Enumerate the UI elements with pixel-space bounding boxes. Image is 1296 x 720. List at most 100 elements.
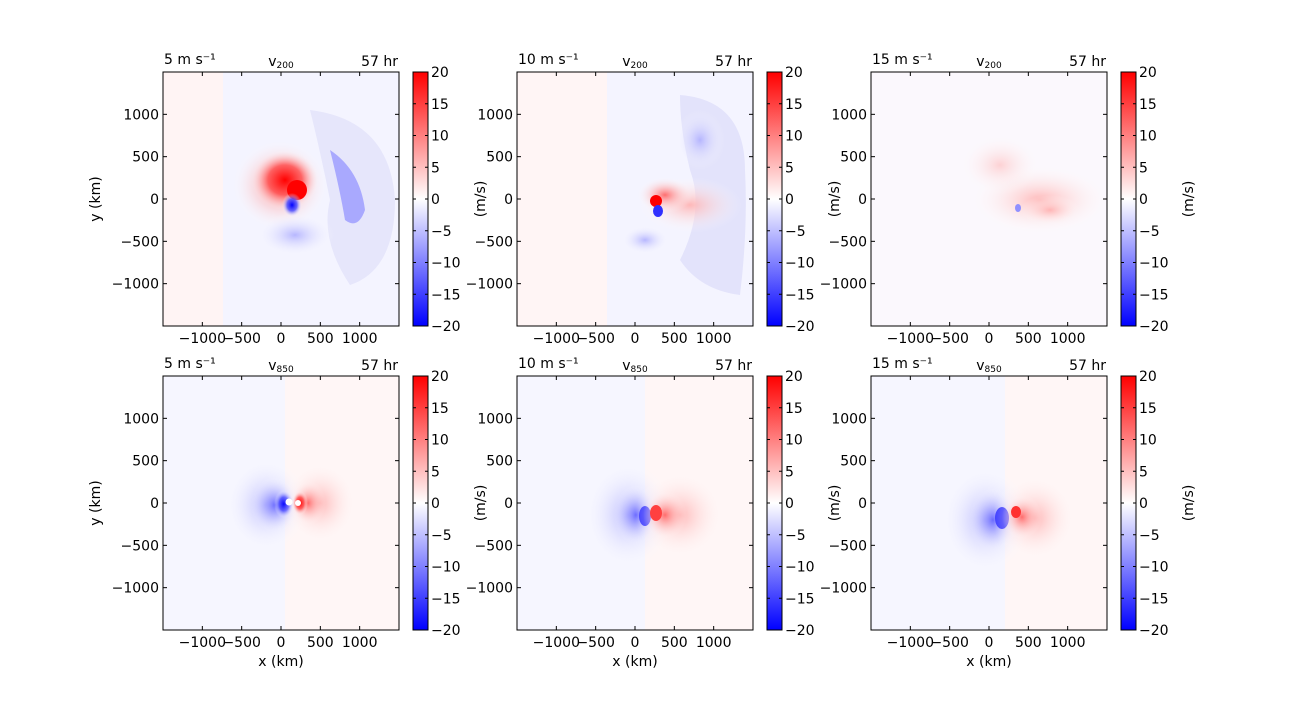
- y-tick-label-r0c2: 500: [840, 150, 867, 166]
- y-tick-label-r1c0: −1000: [112, 581, 159, 597]
- x-axis-label-r1c1: x (km): [612, 654, 657, 670]
- colorbar-tick-label-r1c1: 15: [785, 401, 803, 417]
- x-tick-label-r0c2: −1000: [887, 331, 934, 347]
- colorbar-tick-label-r1c0: −20: [431, 623, 461, 639]
- colorbar-tick-label-r1c1: 10: [785, 433, 803, 449]
- colorbar-tick-label-r1c2: −5: [1139, 528, 1160, 544]
- y-tick-label-r0c0: 1000: [123, 107, 159, 123]
- x-tick-label-r0c2: −500: [930, 331, 968, 347]
- panel-center-title-r1c0: v850: [268, 358, 294, 375]
- colorbar-tick-label-r1c0: 0: [431, 496, 440, 512]
- x-tick-label-r0c1: 0: [631, 331, 640, 347]
- y-tick-label-r1c0: 1000: [123, 411, 159, 427]
- colorbar-tick-label-r0c2: 15: [1139, 97, 1157, 113]
- colorbar-tick-label-r1c2: 15: [1139, 401, 1157, 417]
- y-tick-label-r0c1: 1000: [477, 107, 513, 123]
- colorbar-tick-label-r0c0: −5: [431, 224, 452, 240]
- colorbar-tick-label-r0c2: −5: [1139, 224, 1160, 240]
- colorbar-tick-label-r1c0: 5: [431, 464, 440, 480]
- colorbar-tick-label-r1c0: 10: [431, 433, 449, 449]
- colorbar-tick-label-r1c0: 15: [431, 401, 449, 417]
- colorbar-tick-label-r0c2: 5: [1139, 160, 1148, 176]
- panel-right-title-r0c0: 57 hr: [361, 54, 398, 70]
- y-tick-label-r0c1: 500: [486, 150, 513, 166]
- colorbar-tick-label-r0c0: −10: [431, 256, 461, 272]
- colorbar-tick-label-r1c2: 5: [1139, 464, 1148, 480]
- panel-right-title-r0c1: 57 hr: [715, 54, 752, 70]
- colorbar-tick-label-r1c0: −5: [431, 528, 452, 544]
- x-tick-label-r0c1: 500: [661, 331, 688, 347]
- colorbar-tick-label-r0c0: 10: [431, 129, 449, 145]
- y-tick-label-r1c0: −500: [121, 538, 159, 554]
- colorbar-unit-label-r0c2: (m/s): [1181, 181, 1197, 218]
- x-tick-label-r1c2: 0: [985, 635, 994, 651]
- x-tick-label-r0c2: 500: [1015, 331, 1042, 347]
- colorbar-tick-label-r0c1: −10: [785, 256, 815, 272]
- x-tick-label-r1c1: 0: [631, 635, 640, 651]
- heatmap-field-r0c1: [517, 72, 753, 326]
- y-tick-label-r1c2: −500: [829, 538, 867, 554]
- colorbar-tick-label-r0c0: 5: [431, 160, 440, 176]
- colorbar-tick-label-r0c2: −10: [1139, 256, 1169, 272]
- colorbar-tick-label-r0c2: −15: [1139, 287, 1169, 303]
- y-tick-label-r0c0: −500: [121, 234, 159, 250]
- colorbar-tick-label-r0c0: −20: [431, 319, 461, 335]
- panel-center-title-r1c1: v850: [622, 358, 648, 375]
- y-tick-label-r0c0: 500: [132, 150, 159, 166]
- y-tick-label-r1c2: 1000: [831, 411, 867, 427]
- y-tick-label-r1c1: 0: [504, 496, 513, 512]
- y-tick-label-r1c0: 0: [150, 496, 159, 512]
- y-axis-label-r1c0: y (km): [88, 480, 104, 525]
- y-axis-label-r0c0: y (km): [88, 176, 104, 221]
- x-tick-label-r0c0: 0: [277, 331, 286, 347]
- colorbar-tick-label-r0c1: 15: [785, 97, 803, 113]
- panel-left-title-r0c2: 15 m s⁻¹: [872, 52, 933, 68]
- colorbar-tick-label-r1c0: −15: [431, 591, 461, 607]
- colorbar-unit-label-r1c0: (m/s): [473, 485, 489, 522]
- x-tick-label-r1c0: −500: [222, 635, 260, 651]
- y-tick-label-r0c1: −1000: [466, 277, 513, 293]
- heatmap-field-r0c0: [163, 72, 399, 326]
- colorbar-tick-label-r0c1: −5: [785, 224, 806, 240]
- y-tick-label-r0c2: −1000: [820, 277, 867, 293]
- colorbar-tick-label-r1c2: −20: [1139, 623, 1169, 639]
- x-tick-label-r1c2: −500: [930, 635, 968, 651]
- colorbar-tick-label-r1c1: 0: [785, 496, 794, 512]
- colorbar-tick-label-r1c1: 20: [785, 369, 803, 385]
- colorbar-unit-label-r1c1: (m/s): [827, 485, 843, 522]
- colorbar-tick-label-r0c1: 0: [785, 192, 794, 208]
- x-tick-label-r1c2: 1000: [1050, 635, 1086, 651]
- x-tick-label-r1c1: 500: [661, 635, 688, 651]
- colorbar-tick-label-r0c0: 0: [431, 192, 440, 208]
- panel-left-title-r1c1: 10 m s⁻¹: [518, 356, 579, 372]
- x-axis-label-r1c2: x (km): [966, 654, 1011, 670]
- y-tick-label-r1c1: −1000: [466, 581, 513, 597]
- colorbar-tick-label-r0c1: −20: [785, 319, 815, 335]
- colorbar-tick-label-r0c1: −15: [785, 287, 815, 303]
- y-tick-label-r1c2: 500: [840, 454, 867, 470]
- heatmap-field-r1c2: [871, 376, 1107, 630]
- colorbar-tick-label-r0c2: 0: [1139, 192, 1148, 208]
- colorbar-tick-label-r1c1: −5: [785, 528, 806, 544]
- colorbar-tick-label-r1c2: 20: [1139, 369, 1157, 385]
- y-tick-label-r1c1: −500: [475, 538, 513, 554]
- colorbar-tick-label-r0c2: 20: [1139, 65, 1157, 81]
- colorbar-unit-label-r0c1: (m/s): [827, 181, 843, 218]
- y-tick-label-r1c2: −1000: [820, 581, 867, 597]
- panel-right-title-r0c2: 57 hr: [1069, 54, 1106, 70]
- y-tick-label-r1c0: 500: [132, 454, 159, 470]
- x-tick-label-r0c0: 1000: [342, 331, 378, 347]
- colorbar-tick-label-r1c0: −10: [431, 560, 461, 576]
- x-tick-label-r1c0: −1000: [179, 635, 226, 651]
- x-tick-label-r1c2: −1000: [887, 635, 934, 651]
- colorbar-tick-label-r1c2: 10: [1139, 433, 1157, 449]
- panel-center-title-r0c0: v200: [268, 54, 294, 71]
- colorbar-tick-label-r1c1: −15: [785, 591, 815, 607]
- y-tick-label-r1c1: 500: [486, 454, 513, 470]
- panel-center-title-r0c2: v200: [976, 54, 1002, 71]
- panel-left-title-r1c0: 5 m s⁻¹: [164, 356, 216, 372]
- x-tick-label-r0c0: 500: [307, 331, 334, 347]
- colorbar-tick-label-r0c1: 10: [785, 129, 803, 145]
- heatmap-field-r1c1: [517, 376, 753, 630]
